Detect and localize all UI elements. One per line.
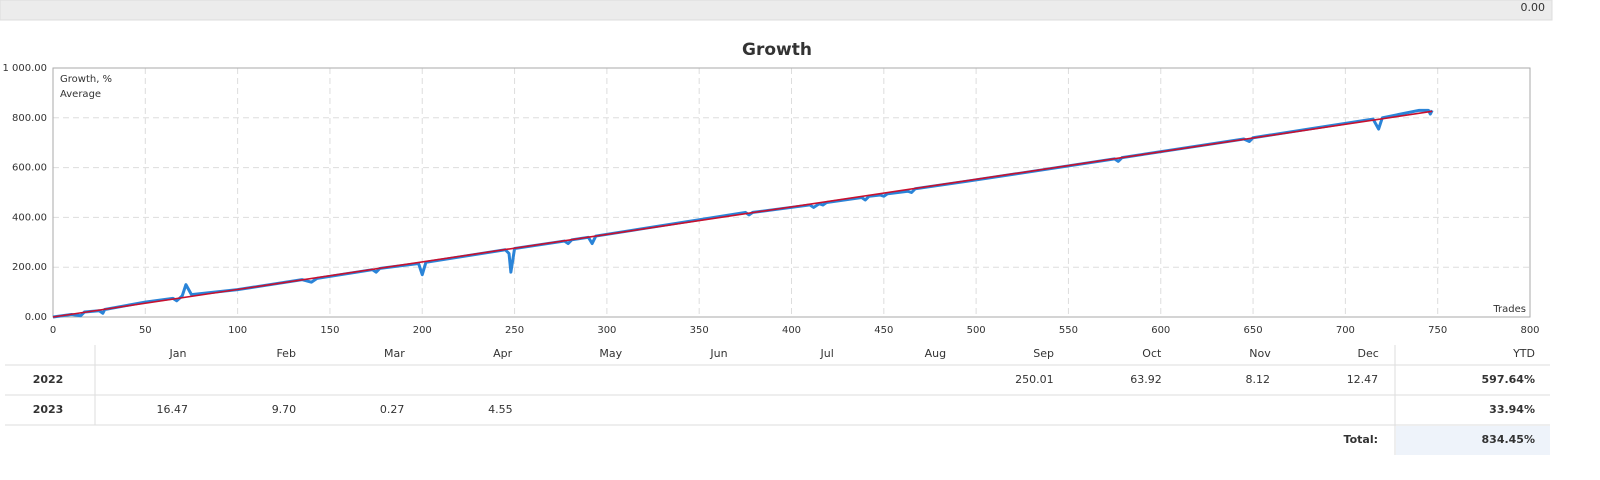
series-line: [52, 110, 1433, 318]
month-value: 8.12: [1246, 373, 1271, 386]
column-header: May: [599, 347, 622, 360]
month-value: 12.47: [1347, 373, 1379, 386]
series-line: [52, 108, 1434, 319]
column-header: Jun: [709, 347, 727, 360]
y-tick-label: 1 000.00: [2, 63, 47, 74]
x-tick-label: 800: [1520, 325, 1539, 336]
x-tick-label: 100: [228, 325, 247, 336]
x-tick-label: 550: [1059, 325, 1078, 336]
x-tick-label: 200: [413, 325, 432, 336]
y-tick-label: 800.00: [12, 113, 47, 124]
x-tick-label: 450: [874, 325, 893, 336]
y-tick-label: 400.00: [12, 212, 47, 223]
column-header: YTD: [1512, 347, 1535, 360]
x-tick-label: 400: [782, 325, 801, 336]
y-tick-label: 600.00: [12, 163, 47, 174]
row-year: 2023: [33, 403, 64, 416]
total-label: Total:: [1344, 433, 1378, 446]
month-value: 9.70: [272, 403, 297, 416]
column-header: Jul: [820, 347, 834, 360]
ytd-value: 597.64%: [1482, 373, 1535, 386]
column-header: Jan: [169, 347, 187, 360]
row-year: 2022: [33, 373, 64, 386]
month-value: 250.01: [1015, 373, 1054, 386]
x-tick-label: 750: [1428, 325, 1447, 336]
top-bar: [0, 0, 1553, 21]
x-tick-label: 500: [967, 325, 986, 336]
column-header: Sep: [1033, 347, 1054, 360]
column-header: Mar: [384, 347, 405, 360]
x-tick-label: 0: [50, 325, 56, 336]
x-tick-label: 700: [1336, 325, 1355, 336]
ytd-value: 33.94%: [1489, 403, 1535, 416]
column-header: Oct: [1142, 347, 1162, 360]
x-tick-label: 600: [1151, 325, 1170, 336]
column-header: Aug: [925, 347, 946, 360]
y-tick-label: 0.00: [25, 312, 47, 323]
x-tick-label: 50: [139, 325, 152, 336]
x-tick-label: 150: [320, 325, 339, 336]
y-tick-label: 200.00: [12, 262, 47, 273]
x-tick-label: 250: [505, 325, 524, 336]
total-value: 834.45%: [1482, 433, 1535, 446]
legend-entry: Average: [60, 89, 101, 100]
legend-entry: Growth, %: [60, 74, 112, 85]
header-value: 0.00: [1521, 1, 1546, 14]
month-value: 16.47: [157, 403, 189, 416]
month-value: 0.27: [380, 403, 405, 416]
chart-title: Growth: [742, 40, 812, 60]
x-tick-label: 300: [597, 325, 616, 336]
x-axis-label: Trades: [1492, 304, 1526, 315]
month-value: 63.92: [1130, 373, 1162, 386]
column-header: Feb: [276, 347, 295, 360]
column-header: Nov: [1249, 347, 1271, 360]
plot-frame: [52, 67, 1531, 318]
total-cell: [1396, 426, 1550, 455]
column-header: Dec: [1358, 347, 1379, 360]
column-header: Apr: [493, 347, 513, 360]
month-value: 4.55: [488, 403, 513, 416]
x-tick-label: 350: [690, 325, 709, 336]
x-tick-label: 650: [1244, 325, 1263, 336]
